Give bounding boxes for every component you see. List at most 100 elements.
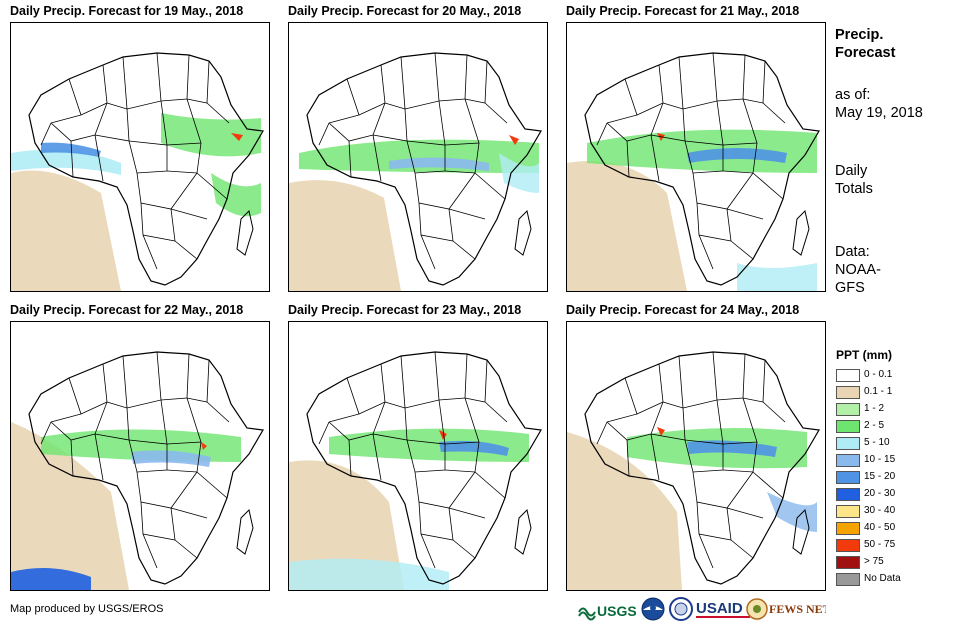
totals-line2: Totals (835, 181, 873, 197)
country-border (444, 98, 480, 146)
country-border (170, 208, 208, 220)
precip-area (439, 430, 447, 440)
legend-swatch (836, 437, 860, 450)
legend-title: PPT (mm) (836, 348, 893, 362)
usaid-logo: USAID (696, 596, 752, 622)
country-border (662, 355, 684, 409)
sidebar-title-line1: Precip. (835, 27, 884, 43)
legend-swatch (836, 522, 860, 535)
panel-title: Daily Precip. Forecast for 24 May., 2018 (566, 303, 800, 317)
country-border (384, 56, 406, 110)
legend-swatch (836, 488, 860, 501)
country-border (94, 134, 104, 182)
legend-label: 30 - 40 (864, 505, 896, 516)
country-border (752, 471, 784, 499)
country-border (40, 421, 52, 445)
precip-area (11, 170, 121, 291)
madagascar-outline (792, 509, 810, 555)
precip-map (288, 321, 548, 591)
legend-label: 1 - 2 (864, 403, 885, 414)
country-border (40, 122, 52, 146)
country-border (94, 401, 108, 435)
legend-label: 0.1 - 1 (864, 386, 893, 397)
country-border (698, 234, 714, 270)
precip-area (439, 440, 509, 456)
africa-map-svg (11, 351, 264, 590)
country-border (464, 359, 488, 403)
country-border (372, 401, 386, 435)
africa-outline (28, 351, 264, 585)
precip-area (737, 263, 817, 291)
country-border (328, 78, 360, 124)
fews-net-logo-text: FEWS NET (769, 602, 826, 616)
country-border (742, 60, 766, 104)
legend-label: 10 - 15 (864, 454, 896, 465)
precip-map (566, 22, 826, 292)
precip-area (289, 180, 401, 291)
country-border (136, 471, 198, 509)
precip-map (10, 22, 270, 292)
country-border (730, 539, 754, 559)
country-border (474, 172, 506, 200)
totals-line1: Daily (835, 163, 868, 179)
country-border (160, 353, 190, 401)
madagascar-outline (514, 509, 532, 555)
country-border (348, 140, 352, 178)
country-border (186, 359, 210, 403)
country-border (70, 140, 74, 178)
noaa-logo (640, 596, 666, 622)
fews-net-logo: FEWS NET (746, 596, 831, 622)
precip-area (567, 161, 687, 291)
country-border (682, 351, 718, 409)
country-border (696, 501, 732, 541)
precip-map (566, 321, 826, 591)
data-line1: Data: (835, 244, 870, 260)
africa-map-svg (11, 52, 264, 291)
country-border (196, 172, 228, 200)
country-border (50, 122, 96, 142)
country-border (596, 421, 608, 445)
sidebar-title: Precip. Forecast (835, 26, 895, 62)
country-border (420, 533, 436, 569)
sidebar-title-line2: Forecast (835, 45, 896, 61)
country-border (726, 507, 764, 519)
country-border (716, 353, 746, 401)
country-border (438, 54, 468, 102)
madagascar-outline (236, 210, 254, 256)
legend-label: 5 - 10 (864, 437, 890, 448)
legend-swatch (836, 403, 860, 416)
department-seal-icon (669, 597, 693, 621)
country-border (484, 102, 508, 124)
precip-area (289, 558, 449, 590)
legend-label: 40 - 50 (864, 522, 896, 533)
panel-title: Daily Precip. Forecast for 23 May., 2018 (288, 303, 522, 317)
country-border (418, 202, 454, 242)
precip-area (201, 442, 207, 450)
precip-area (11, 149, 121, 175)
legend-swatch (836, 573, 860, 586)
madagascar-outline (514, 210, 532, 256)
country-border (452, 240, 476, 260)
country-border (126, 52, 162, 110)
africa-map-svg (567, 52, 820, 291)
country-border (318, 122, 330, 146)
country-border (692, 471, 754, 509)
precip-area (687, 440, 777, 457)
country-border (474, 471, 506, 499)
country-border (650, 433, 660, 481)
africa-map-svg (289, 52, 542, 291)
asof-label: as of: (835, 87, 871, 103)
country-border (730, 240, 754, 260)
country-border (406, 100, 446, 146)
country-border (140, 501, 176, 541)
africa-map-svg (289, 351, 542, 590)
legend-label: 50 - 75 (864, 539, 896, 550)
country-border (684, 439, 724, 473)
usaid-logo-mark: USAID (696, 600, 750, 618)
legend-swatch (836, 369, 860, 382)
country-border (414, 471, 476, 509)
country-border (328, 377, 360, 423)
legend-label: 15 - 20 (864, 471, 896, 482)
country-border (372, 108, 408, 142)
country-border (404, 52, 440, 110)
